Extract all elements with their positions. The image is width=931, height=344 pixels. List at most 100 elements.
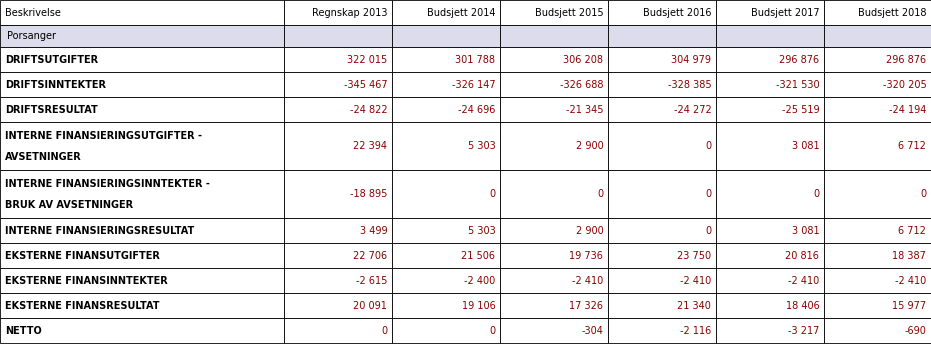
Text: -2 400: -2 400 xyxy=(464,276,495,286)
Text: 0: 0 xyxy=(705,226,711,236)
Text: 3 081: 3 081 xyxy=(791,141,819,151)
Text: -24 272: -24 272 xyxy=(673,105,711,115)
Text: INTERNE FINANSIERINGSUTGIFTER -: INTERNE FINANSIERINGSUTGIFTER - xyxy=(5,131,202,141)
Text: Budsjett 2016: Budsjett 2016 xyxy=(642,8,711,18)
Bar xyxy=(824,318,931,343)
Bar xyxy=(824,0,931,25)
Bar xyxy=(500,293,608,318)
Bar xyxy=(608,47,716,72)
Text: 21 340: 21 340 xyxy=(678,301,711,311)
Text: NETTO: NETTO xyxy=(5,325,41,335)
Bar xyxy=(500,243,608,268)
Bar xyxy=(824,218,931,243)
Text: 18 406: 18 406 xyxy=(786,301,819,311)
Text: -24 822: -24 822 xyxy=(350,105,387,115)
Text: Budsjett 2017: Budsjett 2017 xyxy=(750,8,819,18)
Text: -24 696: -24 696 xyxy=(458,105,495,115)
Text: 5 303: 5 303 xyxy=(467,226,495,236)
Bar xyxy=(608,243,716,268)
Bar xyxy=(284,318,392,343)
Bar xyxy=(824,97,931,122)
Text: DRIFTSINNTEKTER: DRIFTSINNTEKTER xyxy=(5,79,105,89)
Text: EKSTERNE FINANSINNTEKTER: EKSTERNE FINANSINNTEKTER xyxy=(5,276,168,286)
Text: -2 410: -2 410 xyxy=(788,276,819,286)
Bar xyxy=(0,243,284,268)
Bar xyxy=(0,72,284,97)
Bar xyxy=(500,97,608,122)
Text: 306 208: 306 208 xyxy=(563,54,603,65)
Text: 2 900: 2 900 xyxy=(575,226,603,236)
Text: -2 116: -2 116 xyxy=(680,325,711,335)
Bar xyxy=(0,25,284,47)
Text: 3 499: 3 499 xyxy=(359,226,387,236)
Bar xyxy=(716,318,824,343)
Text: 301 788: 301 788 xyxy=(455,54,495,65)
Text: 0: 0 xyxy=(705,189,711,199)
Text: 22 394: 22 394 xyxy=(353,141,387,151)
Bar xyxy=(608,293,716,318)
Bar xyxy=(392,25,500,47)
Bar xyxy=(0,268,284,293)
Bar xyxy=(0,293,284,318)
Bar xyxy=(284,25,392,47)
Text: 18 387: 18 387 xyxy=(893,250,926,260)
Bar xyxy=(392,97,500,122)
Bar xyxy=(716,293,824,318)
Bar xyxy=(716,0,824,25)
Text: -326 688: -326 688 xyxy=(560,79,603,89)
Text: 20 091: 20 091 xyxy=(354,301,387,311)
Bar xyxy=(284,0,392,25)
Text: Porsanger: Porsanger xyxy=(7,31,56,41)
Text: 0: 0 xyxy=(705,141,711,151)
Text: -18 895: -18 895 xyxy=(350,189,387,199)
Bar xyxy=(824,268,931,293)
Text: 6 712: 6 712 xyxy=(898,226,926,236)
Bar xyxy=(392,243,500,268)
Bar xyxy=(284,72,392,97)
Text: -321 530: -321 530 xyxy=(776,79,819,89)
Text: -328 385: -328 385 xyxy=(668,79,711,89)
Bar xyxy=(392,218,500,243)
Bar xyxy=(0,218,284,243)
Text: -326 147: -326 147 xyxy=(452,79,495,89)
Text: BRUK AV AVSETNINGER: BRUK AV AVSETNINGER xyxy=(5,200,133,209)
Text: -2 410: -2 410 xyxy=(895,276,926,286)
Text: -3 217: -3 217 xyxy=(788,325,819,335)
Text: -24 194: -24 194 xyxy=(889,105,926,115)
Bar xyxy=(500,218,608,243)
Bar xyxy=(500,72,608,97)
Bar xyxy=(716,122,824,170)
Bar xyxy=(608,218,716,243)
Bar xyxy=(392,0,500,25)
Bar xyxy=(500,170,608,218)
Text: 322 015: 322 015 xyxy=(347,54,387,65)
Bar xyxy=(824,47,931,72)
Text: 304 979: 304 979 xyxy=(671,54,711,65)
Bar xyxy=(824,243,931,268)
Text: DRIFTSUTGIFTER: DRIFTSUTGIFTER xyxy=(5,54,98,65)
Bar xyxy=(392,122,500,170)
Bar xyxy=(824,170,931,218)
Text: 296 876: 296 876 xyxy=(779,54,819,65)
Text: AVSETNINGER: AVSETNINGER xyxy=(5,152,81,162)
Text: -345 467: -345 467 xyxy=(344,79,387,89)
Bar xyxy=(500,318,608,343)
Text: 15 977: 15 977 xyxy=(892,301,926,311)
Text: -690: -690 xyxy=(905,325,926,335)
Bar xyxy=(392,72,500,97)
Bar xyxy=(608,25,716,47)
Bar xyxy=(716,25,824,47)
Text: 21 506: 21 506 xyxy=(461,250,495,260)
Bar xyxy=(500,122,608,170)
Bar xyxy=(284,243,392,268)
Bar xyxy=(392,318,500,343)
Text: DRIFTSRESULTAT: DRIFTSRESULTAT xyxy=(5,105,98,115)
Bar xyxy=(392,170,500,218)
Bar xyxy=(608,97,716,122)
Text: -320 205: -320 205 xyxy=(883,79,926,89)
Text: 22 706: 22 706 xyxy=(353,250,387,260)
Bar xyxy=(284,268,392,293)
Bar xyxy=(0,170,284,218)
Bar xyxy=(500,0,608,25)
Bar xyxy=(284,47,392,72)
